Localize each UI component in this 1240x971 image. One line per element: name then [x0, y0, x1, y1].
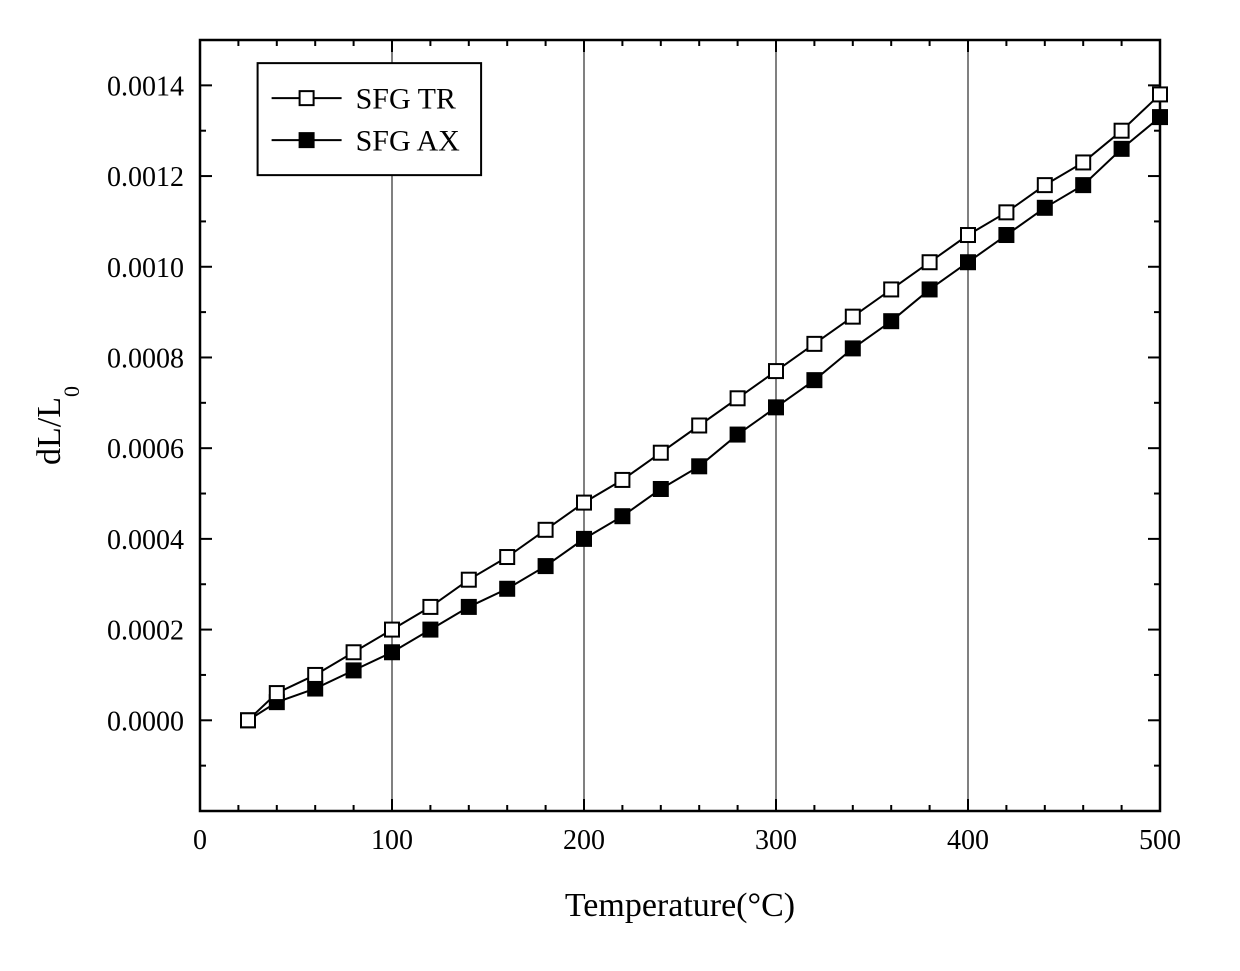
y-tick-label: 0.0002	[107, 616, 184, 647]
legend: SFG TR SFG AX	[258, 63, 482, 175]
legend-label: SFG TR	[356, 83, 456, 116]
legend-label: SFG AX	[356, 125, 461, 158]
y-tick-label: 0.0000	[107, 706, 184, 737]
x-tick-label: 400	[947, 825, 989, 856]
x-tick-label: 300	[755, 825, 797, 856]
chart-container: 0 100 200 300 400 500 0.0000 0.0002 0.0004 0.0006…	[0, 0, 1240, 971]
chart-svg: 0 100 200 300 400 500 0.0000 0.0002 0.0004 0.0006…	[0, 0, 1240, 971]
x-tick-label: 500	[1139, 825, 1181, 856]
x-tick-label: 200	[563, 825, 605, 856]
x-tick-label: 0	[193, 825, 207, 856]
y-tick-label: 0.0006	[107, 434, 184, 465]
x-tick-label: 100	[371, 825, 413, 856]
y-tick-label: 0.0010	[107, 253, 184, 284]
x-axis-label: Temperature(°C)	[565, 887, 795, 924]
y-tick-label: 0.0008	[107, 343, 184, 374]
y-tick-label: 0.0004	[107, 525, 184, 556]
y-tick-label: 0.0012	[107, 162, 184, 193]
y-tick-label: 0.0014	[107, 71, 184, 102]
